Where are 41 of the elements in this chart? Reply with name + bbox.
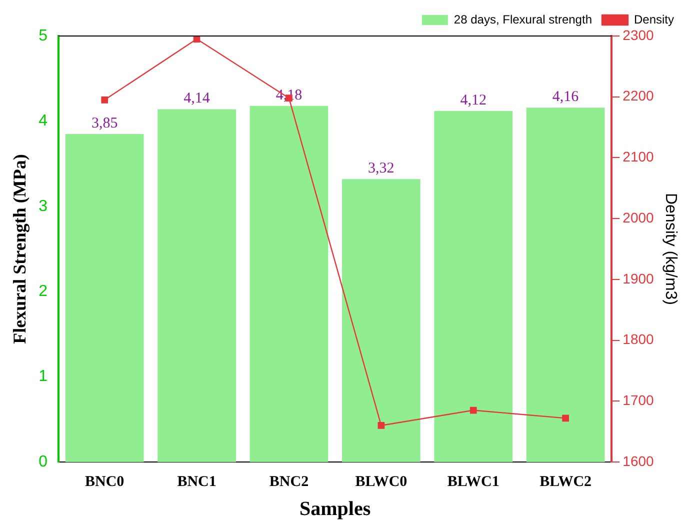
point	[101, 96, 108, 104]
x-tick-label: BNC2	[269, 474, 309, 490]
data-label: 4,16	[552, 89, 580, 106]
y2-tick-label: 1900	[622, 270, 654, 286]
point	[378, 422, 385, 429]
y2-tick-label: 1700	[622, 392, 654, 408]
legend-label: Density	[634, 12, 674, 26]
x-tick-label: BLWC1	[447, 474, 500, 490]
y-axis-title: Flexural Strength (MPa)	[9, 154, 30, 344]
y2-tick-label: 1600	[622, 452, 654, 469]
point	[562, 414, 569, 422]
data-label: 4,14	[184, 90, 210, 107]
legend-label: 28 days, Flexural strength	[454, 12, 592, 26]
y2-tick-label: 1800	[622, 331, 654, 348]
y2-tick-label: 2200	[622, 88, 654, 104]
y-tick-label: 2	[38, 283, 48, 300]
x-tick-label: BNC1	[177, 474, 216, 490]
data-label: 4,12	[460, 92, 486, 108]
y2-axis-title: Density (kg/m3)	[662, 192, 679, 306]
bar	[65, 134, 144, 462]
x-tick-label: BLWC2	[540, 474, 592, 490]
point	[470, 406, 477, 414]
y2-tick-label: 2100	[622, 148, 654, 165]
y-tick-label: 3	[38, 198, 48, 215]
y-tick-label: 4	[38, 112, 48, 130]
y2-tick-label: 2300	[622, 26, 654, 43]
point	[193, 36, 200, 42]
data-label: 3,85	[91, 115, 118, 132]
y-tick-label: 5	[38, 27, 48, 44]
bar	[250, 106, 328, 462]
x-axis-title: Samples	[300, 498, 371, 520]
bar	[342, 179, 420, 462]
y-tick-label: 1	[38, 368, 48, 386]
bar	[526, 108, 605, 462]
y-tick-label: 0	[38, 453, 48, 470]
x-tick-label: BNC0	[85, 474, 124, 490]
bar	[434, 110, 513, 462]
x-tick-label: BLWC0	[355, 474, 408, 490]
bar	[158, 109, 236, 462]
data-label: 3,32	[368, 160, 394, 177]
y2-tick-label: 2000	[622, 209, 654, 226]
